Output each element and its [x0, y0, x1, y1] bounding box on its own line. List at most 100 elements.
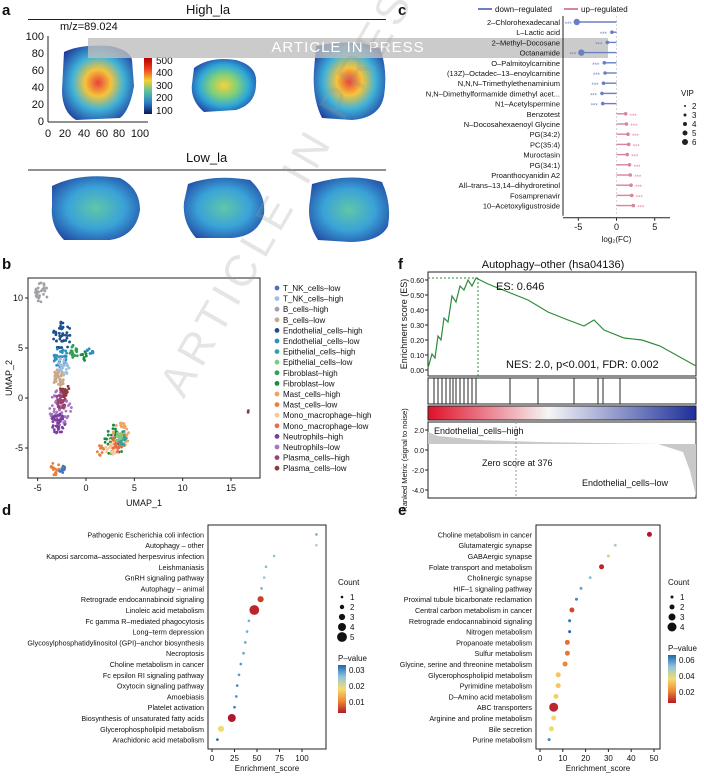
pathway-label: Sulfur metabolism — [474, 649, 532, 658]
pathway-label: Oxytocin signaling pathway — [117, 682, 205, 691]
umap-cell-point — [54, 390, 58, 394]
umap-legend-swatch — [274, 455, 280, 460]
pathway-dot — [245, 630, 249, 633]
pathway-dot — [233, 705, 236, 709]
umap-cell-point — [59, 368, 63, 372]
a-xtick-100: 100 — [131, 128, 149, 140]
gsea-ytick-label: 0.50 — [410, 293, 424, 300]
umap-cell-point — [61, 339, 65, 343]
legend-down-label: down–regulated — [495, 5, 552, 14]
pathway-label: Proximal tubule bicarbonate reclamation — [404, 595, 532, 604]
significance-stars: *** — [565, 22, 573, 28]
umap-cell-point — [58, 430, 62, 434]
gsea-es-value: ES: 0.646 — [496, 281, 544, 293]
umap-cell-point — [85, 354, 88, 358]
dotplot-xtick-label: 75 — [275, 754, 284, 763]
count-legend-label: 3 — [680, 613, 685, 622]
umap-cell-point — [66, 325, 70, 329]
umap-cell-point — [58, 334, 62, 338]
vip-legend-dot — [683, 113, 687, 117]
umap-cell-point — [107, 451, 111, 455]
a-xtick-80: 80 — [113, 128, 125, 140]
umap-cell-point — [54, 473, 58, 477]
gsea-metric-ytick-label: 0.0 — [414, 448, 424, 455]
significance-stars: *** — [630, 124, 638, 130]
umap-cell-point — [58, 377, 61, 381]
panel-e-kegg-dotplot: Choline metabolism in cancer Glutamatergi… — [400, 524, 697, 773]
tissue-high-2 — [191, 59, 257, 112]
dotplot-xtick-label: 50 — [253, 754, 262, 763]
umap-cell-point — [35, 293, 39, 297]
metabolite-dot — [627, 163, 632, 167]
umap-cell-point — [106, 442, 110, 446]
count-legend-label: 1 — [350, 593, 355, 602]
significance-stars: *** — [600, 32, 608, 38]
dotplot-xtick-label: 40 — [627, 754, 636, 763]
pathway-dot — [262, 576, 266, 579]
pathway-label: Retrograde endocannabinoid signaling — [409, 617, 532, 626]
umap-cell-point — [61, 464, 65, 468]
significance-stars: *** — [593, 73, 601, 79]
umap-cell-point — [120, 450, 123, 453]
pathway-label: Fc gamma R–mediated phagocytosis — [85, 617, 204, 626]
significance-stars: *** — [569, 53, 577, 59]
gsea-ytick-label: 0.40 — [410, 308, 424, 315]
umap-cell-point — [56, 375, 60, 379]
umap-cell-point — [55, 363, 59, 367]
umap-cell-point — [61, 348, 65, 352]
umap-legend-swatch — [274, 402, 280, 407]
umap-cell-point — [119, 422, 123, 426]
cbar-tick-300: 300 — [156, 81, 173, 92]
metabolite-label: N,N–Dimethylformamide dimethyl acet... — [426, 89, 560, 98]
pathway-label: Pathogenic Escherichia coli infection — [87, 530, 204, 539]
umap-cell-point — [53, 394, 56, 397]
significance-stars: *** — [595, 42, 603, 48]
pathway-dot — [606, 554, 610, 558]
metabolite-dot — [605, 40, 610, 45]
umap-cell-point — [109, 433, 113, 437]
dotplot-xlabel: Enrichment_score — [566, 764, 631, 773]
b-ylabel: UMAP_2 — [4, 360, 14, 396]
pathway-dot — [235, 684, 239, 687]
umap-cell-point — [54, 380, 58, 383]
pathway-label: Glycosylphosphatidylinositol (GPI)–ancho… — [27, 638, 204, 647]
umap-cell-point — [100, 444, 103, 448]
vip-legend-label: 2 — [692, 102, 697, 111]
b-xtick-label: 10 — [178, 483, 188, 493]
pathway-label: Choline metabolism in cancer — [110, 660, 205, 669]
umap-legend-swatch — [274, 391, 280, 397]
panel-b-umap: -5 0 5 10 15 10 5 0 -5 UMAP_1 UMAP_2 T_NK_cells–low… — [4, 277, 372, 508]
metabolite-dot — [600, 101, 605, 106]
umap-cell-point — [55, 372, 59, 375]
pvalue-tick-label: 0.03 — [349, 666, 365, 675]
pathway-label: Glycerophospholipid metabolism — [100, 725, 204, 734]
umap-cell-point — [116, 450, 120, 454]
umap-cell-point — [61, 321, 65, 325]
pvalue-tick-label: 0.06 — [679, 656, 695, 665]
umap-cell-point — [52, 359, 56, 363]
umap-cell-point — [62, 395, 66, 399]
pathway-label: Propanoate metabolism — [456, 638, 532, 647]
umap-cell-point — [126, 439, 130, 443]
umap-cell-point — [59, 355, 62, 358]
umap-legend-swatch — [274, 381, 280, 386]
umap-cell-point — [63, 355, 67, 358]
dotplot-xtick-label: 0 — [210, 754, 215, 763]
count-legend-label: 1 — [680, 593, 685, 602]
umap-cell-point — [53, 418, 57, 422]
umap-cell-point — [246, 409, 250, 413]
umap-cell-point — [98, 453, 101, 457]
umap-legend-swatch — [274, 328, 280, 333]
umap-cell-point — [118, 437, 122, 440]
pathway-dot — [249, 605, 260, 615]
umap-cell-point — [57, 331, 61, 335]
count-legend-label: 4 — [680, 623, 685, 632]
umap-cell-point — [100, 451, 104, 454]
pathway-label: Arachidonic acid metabolism — [113, 736, 204, 745]
dotplot-xtick-label: 50 — [650, 754, 659, 763]
dotplot-xtick-label: 25 — [230, 754, 239, 763]
umap-cell-point — [117, 446, 121, 450]
tissue-low-2 — [183, 177, 265, 238]
umap-cell-point — [87, 347, 91, 351]
umap-legend-label: Mono_macrophage–high — [283, 411, 372, 420]
